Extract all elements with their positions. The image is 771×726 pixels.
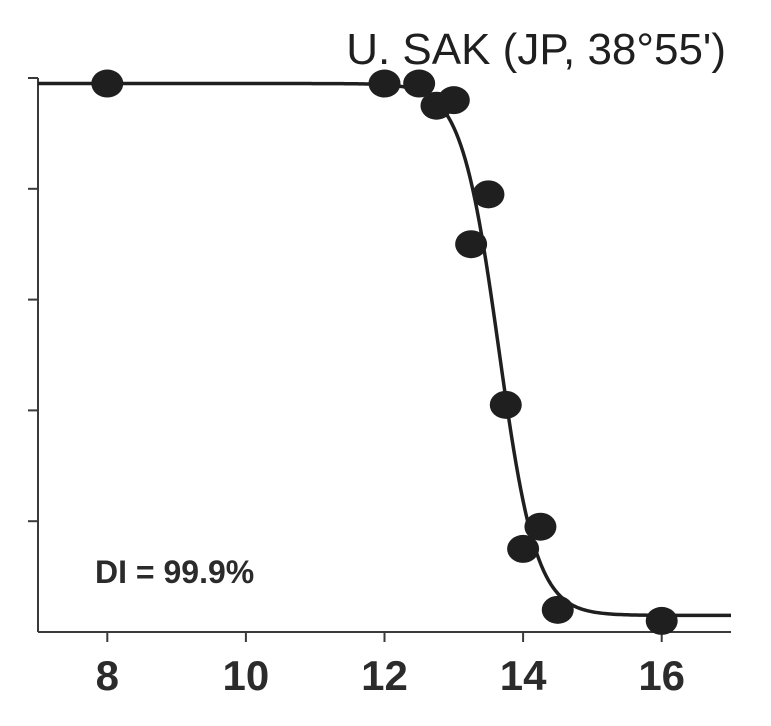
data-point [455,230,488,259]
data-point [368,69,401,98]
fit-curve [38,81,731,618]
ticks: 8 10 12 14 16 [28,77,685,699]
di-annotation: DI = 99.9% [95,554,254,590]
data-point [507,534,540,563]
x-tick-label: 14 [500,652,547,699]
chart-title: U. SAK (JP, 38°55') [346,25,726,74]
axes [37,78,731,633]
x-tick-label: 10 [223,652,270,699]
data-point [524,512,557,541]
data-point [91,69,124,98]
data-point [489,390,522,419]
data-point [437,86,470,115]
x-tick-label: 16 [638,652,685,699]
data-points [91,69,678,635]
data-point [472,180,505,209]
data-point [645,606,678,635]
x-tick-label: 12 [361,652,408,699]
data-point [403,69,436,98]
data-point [541,595,574,624]
x-tick-label: 8 [96,652,119,699]
